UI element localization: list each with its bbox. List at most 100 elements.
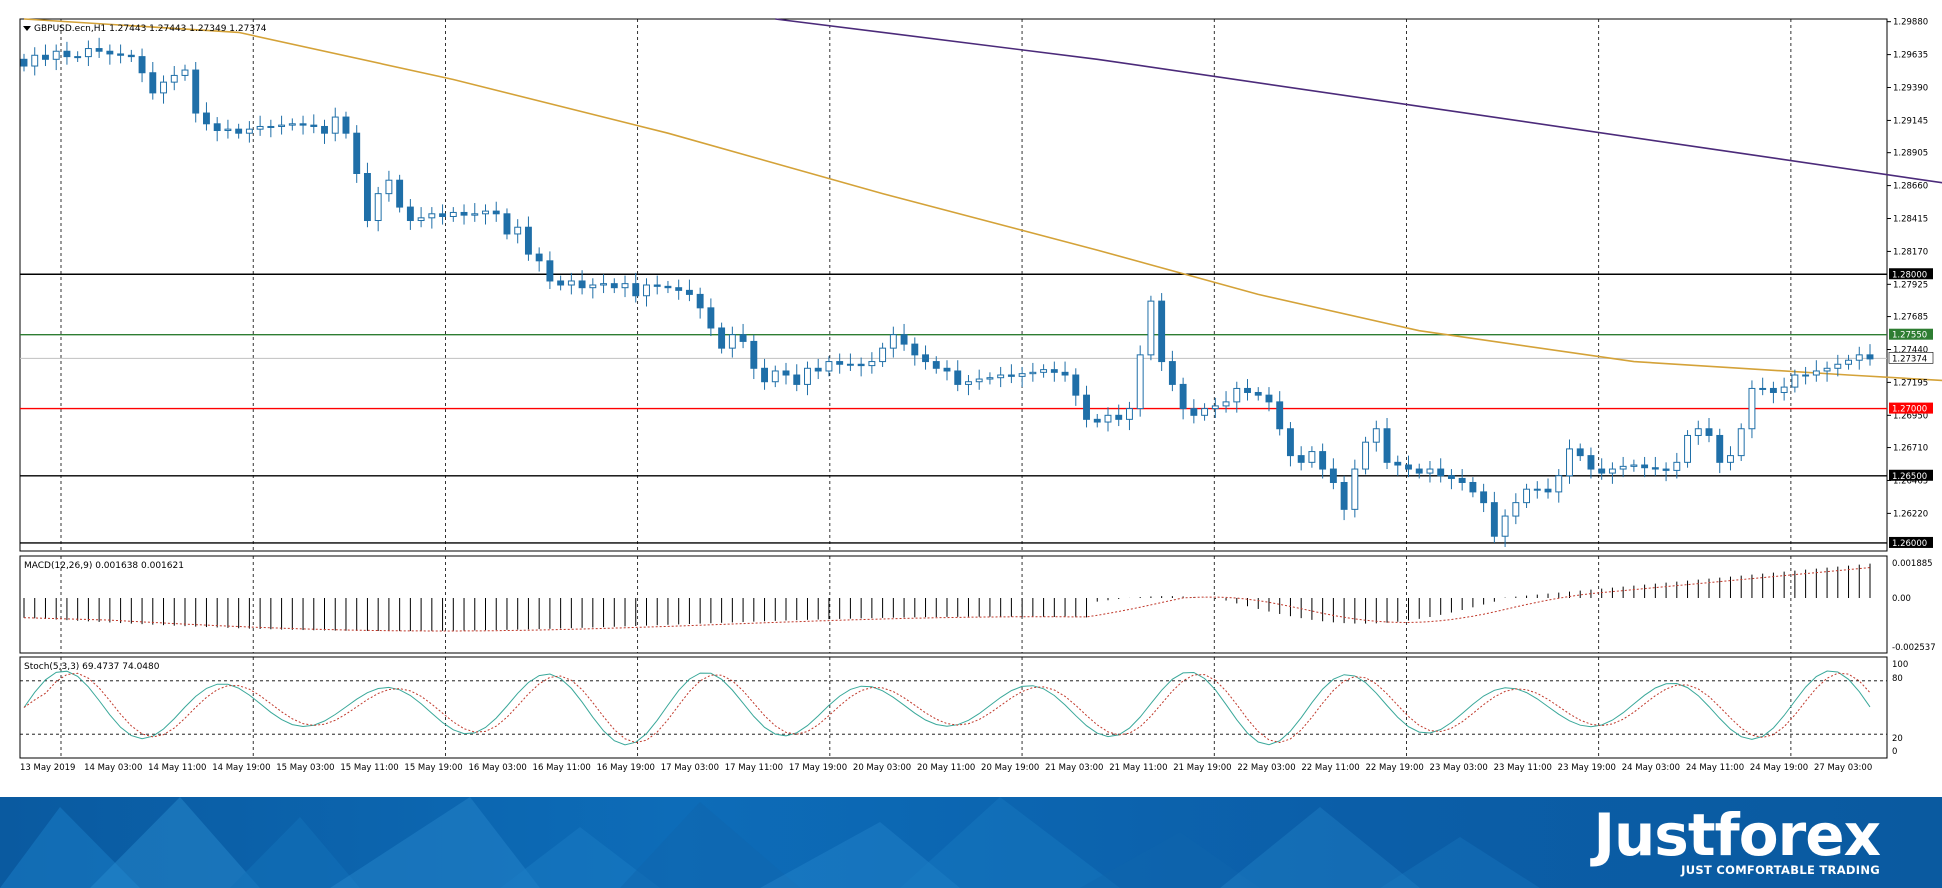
candle-body: [1694, 428, 1702, 436]
candle-body: [707, 307, 715, 329]
candle-body: [514, 226, 522, 235]
candle-body: [235, 128, 243, 134]
x-tick-label: 21 May 19:00: [1173, 763, 1231, 773]
candle-body: [557, 280, 565, 286]
candle-body: [771, 370, 779, 383]
candle-body: [1523, 488, 1531, 504]
candle-body: [1598, 468, 1606, 474]
brand-name: Justforex: [1593, 801, 1881, 869]
macd-signal-line: [23, 567, 1871, 632]
candle-body: [1093, 418, 1101, 423]
candle-body: [1158, 300, 1166, 363]
y-tick-label: 1.26220: [1893, 509, 1928, 519]
x-tick-label: 14 May 03:00: [84, 763, 142, 773]
candle-body: [814, 367, 822, 372]
candle-body: [975, 378, 983, 383]
candle-body: [1040, 369, 1048, 373]
candle-body: [696, 293, 704, 309]
candle-body: [245, 128, 253, 134]
candle-body: [1340, 481, 1348, 510]
stoch-title: Stoch(5,3,3) 69.4737 74.0480: [24, 662, 160, 672]
level-badge: [1889, 328, 1933, 340]
x-tick-label: 13 May 2019: [20, 763, 75, 773]
x-tick-label: 14 May 19:00: [212, 763, 270, 773]
candle-body: [1544, 488, 1552, 493]
trading-chart: 1.29880 1.29635 1.29390 1.29145 1.28905 1.286…: [19, 18, 1942, 773]
candlesticks: [20, 37, 1874, 547]
candle-body: [846, 363, 854, 366]
current-price-label: 1.27374: [1892, 354, 1927, 364]
candle-body: [1662, 468, 1670, 471]
x-tick-label: 15 May 11:00: [340, 763, 398, 773]
candle-body: [1748, 387, 1756, 430]
candle-body: [1490, 502, 1498, 537]
candle-body: [610, 283, 618, 289]
candle-body: [1447, 475, 1455, 479]
stoch-tick-20: 20: [1892, 734, 1903, 744]
candle-body: [1072, 374, 1080, 396]
candle-body: [1684, 434, 1691, 463]
candle-body: [1201, 408, 1209, 416]
candle-body: [567, 280, 575, 286]
x-tick-label: 17 May 19:00: [789, 763, 847, 773]
x-tick-label: 15 May 03:00: [276, 763, 334, 773]
candle-body: [1319, 451, 1327, 470]
candle-body: [374, 193, 382, 222]
x-tick-label: 24 May 03:00: [1622, 763, 1680, 773]
candle-body: [1802, 374, 1810, 377]
candle-body: [1727, 455, 1734, 463]
candle-body: [1329, 468, 1337, 483]
symbol-dropdown-icon[interactable]: [23, 26, 31, 31]
candle-body: [482, 210, 489, 215]
stoch-signal-line: [23, 672, 1871, 744]
candle-body: [857, 363, 865, 367]
candle-body: [192, 69, 200, 114]
candle-body: [643, 284, 650, 297]
candle-body: [1244, 387, 1251, 393]
candle-body: [1362, 441, 1370, 470]
candle-body: [224, 128, 232, 132]
candle-body: [1050, 369, 1058, 373]
candle-body: [1555, 475, 1563, 493]
horizontal-levels: [20, 273, 1887, 544]
brand-logo: Justforex JUST COMFORTABLE TRADING: [1593, 797, 1881, 877]
candle-body: [1716, 434, 1724, 463]
candle-body: [793, 374, 801, 385]
candle-body: [138, 56, 146, 74]
candle-body: [1458, 477, 1466, 483]
candle-body: [385, 179, 393, 195]
candle-body: [1587, 455, 1595, 470]
x-tick-label: 20 May 03:00: [853, 763, 911, 773]
candle-body: [524, 226, 532, 255]
candle-body: [1512, 502, 1520, 517]
candle-body: [1855, 354, 1863, 361]
candle-body: [1405, 464, 1412, 470]
candle-body: [1394, 461, 1402, 466]
candle-body: [95, 48, 103, 52]
level-badge-label: 1.27000: [1892, 405, 1927, 415]
candle-body: [213, 123, 221, 132]
y-tick-label: 1.27195: [1893, 378, 1928, 388]
candle-body: [782, 370, 790, 376]
candle-body: [460, 211, 468, 216]
candle-body: [1480, 491, 1488, 504]
x-tick-label: 16 May 11:00: [533, 763, 591, 773]
candle-body: [1168, 361, 1176, 385]
candle-body: [1276, 401, 1284, 430]
candle-body: [1083, 394, 1090, 420]
candle-body: [1533, 488, 1541, 491]
candle-body: [1415, 468, 1423, 474]
x-tick-label: 14 May 11:00: [148, 763, 206, 773]
macd-tick-top: 0.001885: [1892, 559, 1933, 569]
x-tick-label: 27 May 03:00: [1814, 763, 1872, 773]
macd-title: MACD(12,26,9) 0.001638 0.001621: [24, 561, 184, 571]
candle-body: [503, 213, 511, 235]
candle-body: [675, 287, 683, 291]
candle-body: [256, 125, 264, 130]
candle-body: [1469, 481, 1477, 493]
candle-body: [363, 172, 371, 222]
candle-body: [1179, 383, 1187, 410]
stochastic-lines: [20, 670, 1887, 746]
candle-body: [1211, 405, 1219, 410]
y-tick-label: 1.26465: [1893, 476, 1928, 486]
